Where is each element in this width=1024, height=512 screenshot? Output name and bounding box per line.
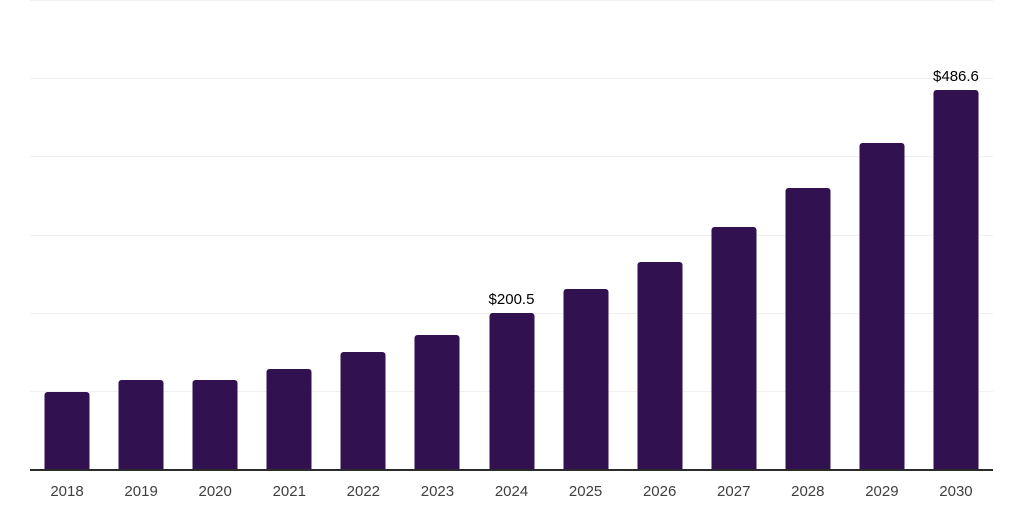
bar-2029 xyxy=(859,143,905,470)
bar-value-label-2030: $486.6 xyxy=(933,67,979,85)
bar-2025 xyxy=(563,289,609,470)
bar-2026 xyxy=(637,261,683,470)
x-axis-label-2027: 2027 xyxy=(717,483,751,500)
gridline-600 xyxy=(30,0,993,1)
bar-slot-2023 xyxy=(400,0,474,470)
gridline-500 xyxy=(30,78,993,80)
bar-value-label-2024: $200.5 xyxy=(488,291,535,309)
bar-2027 xyxy=(711,227,757,470)
x-axis-label-2025: 2025 xyxy=(568,483,603,500)
bar-2022 xyxy=(340,352,386,470)
bar-slot-2019 xyxy=(104,0,178,470)
bar-2028 xyxy=(785,188,831,470)
x-axis-labels: 2018 2019 2020 2021 2022 2023 2024 2025 2026 2027… xyxy=(30,484,993,499)
bar-slot-2022 xyxy=(326,0,400,470)
x-axis-line xyxy=(30,469,993,471)
bar-slot-2024: $200.5 xyxy=(474,0,548,470)
x-axis-label-2023: 2023 xyxy=(420,483,455,500)
bar-slot-2021 xyxy=(252,0,326,470)
x-axis-label-2019: 2019 xyxy=(124,483,158,500)
x-axis-label-2028: 2028 xyxy=(791,483,825,500)
bar-2030 xyxy=(933,89,979,470)
bar-2021 xyxy=(266,368,312,470)
x-axis-label-2022: 2022 xyxy=(346,483,381,500)
bars-row: $200.5 $486.6 xyxy=(30,0,993,470)
bar-2023 xyxy=(414,335,460,470)
bar-2018 xyxy=(44,392,90,470)
bar-slot-2020 xyxy=(178,0,252,470)
bar-slot-2026 xyxy=(623,0,697,470)
x-axis-label-2018: 2018 xyxy=(50,483,84,500)
bar-slot-2030: $486.6 xyxy=(919,0,993,470)
x-axis-label-2021: 2021 xyxy=(272,483,306,500)
bar-slot-2028 xyxy=(771,0,845,470)
gridline-300 xyxy=(30,234,993,236)
bar-slot-2025 xyxy=(549,0,623,470)
bar-2024 xyxy=(489,313,534,470)
x-axis-label-2024: 2024 xyxy=(494,483,529,500)
bar-slot-2018 xyxy=(30,0,104,470)
x-axis-label-2020: 2020 xyxy=(198,483,232,500)
bar-2019 xyxy=(118,380,164,470)
x-axis-label-2029: 2029 xyxy=(865,483,899,500)
gridline-400 xyxy=(30,156,993,158)
gridline-200 xyxy=(30,312,993,314)
x-axis-label-2030: 2030 xyxy=(939,483,973,500)
bar-slot-2027 xyxy=(697,0,771,470)
bar-slot-2029 xyxy=(845,0,919,470)
plot-area: $200.5 $486.6 xyxy=(30,0,993,471)
x-axis-label-2026: 2026 xyxy=(642,483,677,500)
bar-2020 xyxy=(192,380,238,470)
